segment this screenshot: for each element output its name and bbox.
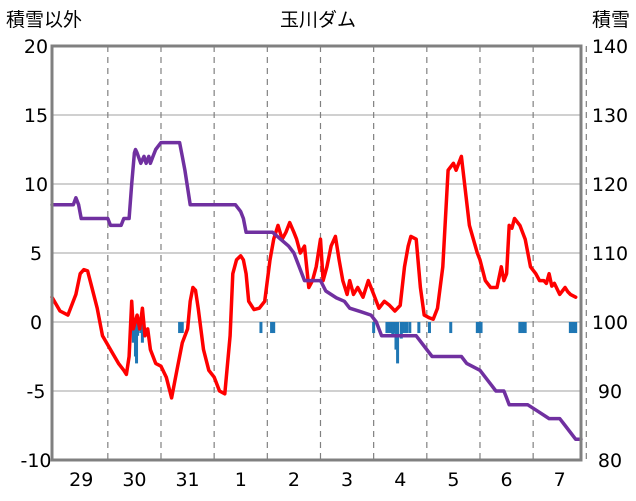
x-tick-label: 6: [501, 469, 513, 491]
precip-bar: [521, 322, 525, 334]
x-tick-label: 4: [394, 469, 406, 491]
right-tick-label: 110: [592, 243, 628, 265]
right-tick-label: 120: [592, 174, 628, 196]
x-tick-label: 31: [175, 469, 199, 491]
left-tick-label: 5: [30, 243, 42, 265]
x-tick-label: 7: [554, 469, 566, 491]
precip-bar: [401, 322, 405, 334]
left-axis-ticks: 20 15 10 5 0 -5 -10: [20, 36, 51, 472]
precip-bar: [387, 322, 391, 334]
x-axis-ticks: 29 30 31 1 2 3 4 5 6 7: [69, 469, 566, 491]
precip-bar: [136, 322, 140, 336]
precip-bar: [477, 322, 481, 334]
left-tick-label: -10: [20, 450, 51, 472]
precip-bar: [178, 322, 182, 334]
precip-bar: [479, 322, 483, 334]
precip-bar: [259, 322, 263, 334]
x-tick-label: 1: [235, 469, 247, 491]
x-tick-label: 29: [69, 469, 93, 491]
right-tick-label: 80: [598, 450, 622, 472]
right-tick-label: 100: [592, 312, 628, 334]
precip-bar: [475, 322, 479, 334]
precip-bars: [131, 322, 578, 364]
precip-bar: [408, 322, 412, 334]
precip-bar: [417, 322, 421, 334]
precip-bar: [389, 322, 393, 334]
x-tick-label: 3: [341, 469, 353, 491]
precip-bar: [405, 322, 409, 334]
precip-bar: [385, 322, 389, 334]
precip-bar: [396, 322, 400, 364]
right-tick-label: 130: [592, 105, 628, 127]
gridlines: [52, 45, 587, 461]
precip-bar: [272, 322, 276, 334]
precip-bar: [568, 322, 572, 334]
left-tick-label: 0: [30, 312, 42, 334]
precip-bar: [180, 322, 184, 334]
right-axis-ticks: 140 130 120 110 100 90 80: [592, 36, 628, 472]
left-tick-label: 20: [24, 36, 48, 58]
series-lines: [50, 140, 583, 442]
precip-bar: [574, 322, 578, 334]
precip-bar: [523, 322, 527, 334]
precip-bar: [372, 322, 376, 334]
precip-bar: [518, 322, 522, 334]
temperature-line: [50, 154, 578, 400]
right-axis-label: 積雪: [592, 9, 630, 31]
x-tick-label: 30: [122, 469, 146, 491]
precip-bar: [270, 322, 274, 334]
right-tick-label: 140: [592, 36, 628, 58]
precip-bar: [399, 322, 403, 339]
chart-title: 玉川ダム: [280, 9, 356, 31]
precip-bar: [135, 322, 139, 364]
precip-bar: [449, 322, 453, 334]
precip-bar: [571, 322, 575, 334]
plot-frame: [50, 44, 583, 462]
precip-bar: [140, 322, 144, 343]
left-tick-label: -5: [27, 381, 46, 403]
precip-bar: [391, 322, 395, 336]
right-tick-label: 90: [598, 381, 622, 403]
left-tick-label: 15: [24, 105, 48, 127]
precip-bar: [427, 322, 431, 334]
left-axis-label: 積雪以外: [6, 9, 82, 31]
left-tick-label: 10: [24, 174, 48, 196]
snow-depth-line: [50, 140, 583, 442]
x-tick-label: 5: [447, 469, 459, 491]
x-tick-label: 2: [288, 469, 300, 491]
